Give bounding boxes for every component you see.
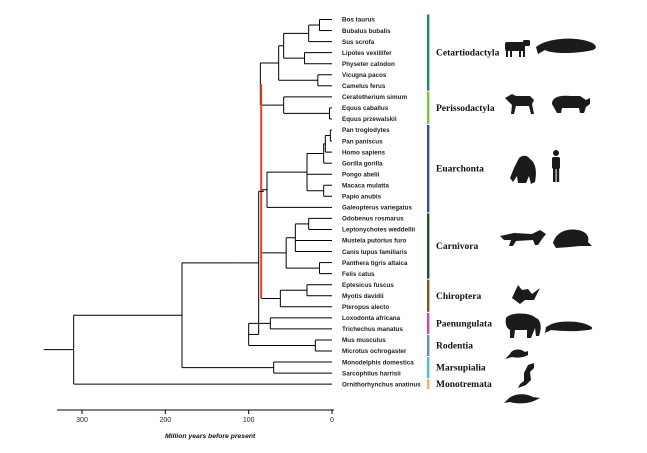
group-label: Carnivora	[436, 242, 478, 252]
taxon-label: Bubalus bubalis	[342, 28, 391, 35]
taxon-label: Pongo abelii	[342, 171, 380, 178]
time-axis: 300 200 100 0	[76, 410, 334, 424]
group-bar	[427, 279, 430, 312]
manatee-silhouette	[545, 321, 593, 333]
whale-silhouette	[535, 38, 596, 54]
group-label: Rodentia	[436, 341, 473, 351]
taxon-label: Felis catus	[342, 271, 375, 278]
taxon-label: Eptesicus fuscus	[342, 282, 394, 289]
group-label: Marsupialia	[436, 364, 486, 374]
taxon-label: Ceratotherium simum	[342, 94, 407, 101]
taxon-label: Equus przewalskii	[342, 116, 397, 123]
taxon-label: Microtus ochrogaster	[342, 348, 407, 355]
taxon-label: Myotis davidii	[342, 293, 384, 300]
tree-branches	[43, 19, 334, 411]
taxon-label: Ornithorhynchus anatinus	[342, 381, 421, 388]
bat-silhouette	[512, 285, 540, 304]
group-bar	[427, 379, 430, 390]
taxon-label: Macaca mulatta	[342, 182, 389, 189]
taxon-label: Trichechus manatus	[342, 326, 403, 333]
group-bar	[427, 91, 430, 124]
axis-tick-label: 200	[159, 417, 171, 424]
taxon-label: Lipotes vexillifer	[342, 50, 392, 57]
taxon-label: Bos taurus	[342, 17, 375, 24]
taxon-label: Sus scrofa	[342, 39, 375, 46]
group-bar	[427, 334, 430, 356]
taxon-label: Physeter catodon	[342, 61, 395, 68]
tiger-silhouette	[500, 230, 546, 246]
taxon-labels: Bos taurus Bubalus bubalis Sus scrofa Lipot…	[342, 17, 421, 389]
taxon-label: Sarcophilus harrisii	[342, 370, 401, 377]
taxon-label: Galeopterus variegatus	[342, 205, 412, 212]
group-bar	[427, 312, 430, 334]
gorilla-silhouette	[510, 155, 536, 184]
kangaroo-silhouette	[518, 363, 534, 388]
horse-silhouette	[505, 94, 534, 114]
group-label: Cetartiodactyla	[436, 49, 500, 59]
taxon-label: Canis lupus familiaris	[342, 249, 408, 256]
taxon-label: Leptonychotes weddellii	[342, 227, 415, 234]
taxon-label: Loxodonta africana	[342, 315, 401, 322]
taxon-label: Pteropus alecto	[342, 304, 389, 311]
taxon-label: Pan paniscus	[342, 138, 383, 145]
group-bar	[427, 14, 430, 91]
group-bars	[427, 14, 430, 390]
taxon-label: Mus musculus	[342, 337, 386, 344]
group-label: Monotremata	[436, 380, 492, 390]
silhouettes	[500, 38, 596, 404]
group-label: Paenungulata	[436, 319, 492, 329]
elephant-silhouette	[505, 313, 541, 338]
taxon-label: Homo sapiens	[342, 149, 386, 156]
taxon-label: Gorilla gorilla	[342, 160, 383, 167]
taxon-label: Odobenus rosmarus	[342, 216, 404, 223]
group-bar	[427, 125, 430, 213]
group-bar	[427, 357, 430, 379]
taxon-label: Vicugna pacos	[342, 72, 387, 79]
taxon-label: Panthera tigris altaica	[342, 260, 408, 267]
group-label: Chiroptera	[436, 292, 481, 302]
taxon-label: Monodelphis domestica	[342, 359, 414, 366]
taxon-label: Equus caballus	[342, 105, 389, 112]
mouse-silhouette	[505, 349, 528, 359]
group-label: Perissodactyla	[436, 104, 495, 114]
axis-tick-label: 100	[243, 417, 255, 424]
group-bar	[427, 213, 430, 279]
platypus-silhouette	[504, 394, 540, 404]
axis-tick-label: 0	[330, 417, 334, 424]
group-labels: Cetartiodactyla Perissodactyla Euarchonta C…	[436, 49, 500, 390]
walrus-silhouette	[553, 229, 592, 248]
axis-title: Million years before present	[165, 433, 256, 440]
taxon-label: Papio anubis	[342, 194, 382, 201]
cow-silhouette	[505, 40, 530, 57]
group-label: Euarchonta	[436, 165, 484, 175]
taxon-label: Mustela putorius furo	[342, 238, 407, 245]
taxon-label: Camelus ferus	[342, 83, 386, 90]
rhino-silhouette	[552, 95, 590, 113]
axis-tick-label: 300	[76, 417, 88, 424]
human-silhouette	[552, 150, 560, 182]
taxon-label: Pan troglodytes	[342, 127, 390, 134]
